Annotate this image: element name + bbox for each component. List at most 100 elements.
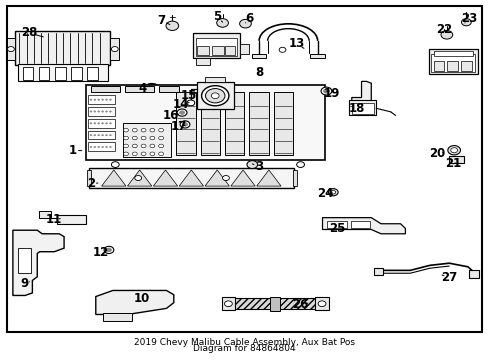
Bar (350, 221, 369, 228)
Circle shape (330, 190, 335, 194)
Circle shape (7, 46, 14, 51)
Bar (88, 95, 115, 104)
Circle shape (90, 146, 92, 148)
Circle shape (201, 86, 228, 106)
Circle shape (216, 19, 228, 27)
Text: 18: 18 (348, 102, 364, 115)
Polygon shape (110, 39, 119, 60)
Text: 9: 9 (20, 277, 28, 290)
Bar (87, 67, 98, 80)
Circle shape (150, 136, 155, 140)
Circle shape (123, 152, 128, 156)
Text: 3: 3 (255, 160, 263, 173)
Bar (211, 46, 224, 55)
Circle shape (98, 146, 100, 148)
Text: 2: 2 (87, 177, 95, 190)
Circle shape (132, 129, 137, 132)
Text: 11: 11 (45, 213, 61, 226)
Circle shape (109, 134, 111, 136)
Text: 23: 23 (460, 12, 476, 25)
Circle shape (90, 99, 92, 100)
Bar (373, 268, 383, 275)
Circle shape (94, 146, 96, 148)
Text: 13: 13 (288, 37, 305, 50)
Circle shape (104, 246, 114, 253)
Text: 21: 21 (444, 157, 460, 170)
Polygon shape (96, 291, 173, 315)
Circle shape (141, 136, 146, 140)
Bar (193, 33, 239, 58)
Ellipse shape (148, 85, 155, 89)
Polygon shape (322, 218, 405, 234)
Polygon shape (13, 230, 64, 296)
Circle shape (102, 123, 103, 124)
Circle shape (150, 129, 155, 132)
Circle shape (135, 176, 142, 180)
Circle shape (132, 152, 137, 156)
Bar (310, 54, 325, 58)
Bar (159, 86, 178, 92)
Polygon shape (230, 170, 255, 186)
Circle shape (150, 152, 155, 156)
Circle shape (165, 21, 178, 31)
Circle shape (94, 123, 96, 124)
Bar (233, 298, 316, 309)
Circle shape (109, 146, 111, 148)
Bar (460, 60, 471, 71)
Circle shape (141, 152, 146, 156)
Bar (224, 92, 244, 155)
Circle shape (246, 161, 257, 168)
Circle shape (90, 123, 92, 124)
Bar (468, 270, 478, 278)
Bar (55, 67, 65, 80)
Circle shape (182, 123, 187, 126)
Circle shape (94, 134, 96, 136)
Circle shape (98, 99, 100, 100)
Ellipse shape (145, 84, 158, 90)
Circle shape (123, 129, 128, 132)
Bar (57, 215, 86, 224)
Circle shape (180, 121, 189, 128)
Circle shape (109, 99, 111, 100)
Polygon shape (179, 170, 203, 186)
Text: 4: 4 (138, 82, 146, 95)
Circle shape (106, 248, 111, 252)
Bar (327, 221, 346, 228)
Bar (15, 31, 110, 65)
Bar (86, 85, 325, 160)
Bar (195, 58, 210, 65)
Bar (39, 67, 49, 80)
Bar (18, 248, 31, 273)
Bar (433, 51, 472, 55)
Bar (239, 44, 249, 54)
Bar (430, 54, 474, 72)
Circle shape (90, 111, 92, 112)
Bar (292, 170, 296, 186)
Circle shape (123, 144, 128, 148)
Circle shape (222, 176, 229, 180)
Bar (39, 211, 51, 218)
Bar (428, 49, 477, 74)
Circle shape (279, 47, 285, 52)
Circle shape (440, 31, 452, 39)
Circle shape (158, 144, 163, 148)
Bar (273, 92, 293, 155)
Bar (71, 67, 81, 80)
Bar (249, 92, 268, 155)
Polygon shape (256, 170, 281, 186)
Bar (103, 314, 132, 320)
Circle shape (105, 134, 107, 136)
Bar (348, 100, 375, 116)
Bar (351, 103, 373, 114)
Bar (433, 60, 444, 71)
Text: 24: 24 (316, 187, 332, 200)
Text: 16: 16 (163, 109, 179, 122)
Polygon shape (153, 170, 177, 186)
Bar (88, 142, 115, 151)
Circle shape (111, 162, 119, 167)
Circle shape (179, 111, 184, 114)
Circle shape (447, 145, 460, 155)
Bar (122, 123, 171, 157)
Circle shape (328, 189, 337, 196)
Bar (87, 170, 91, 186)
